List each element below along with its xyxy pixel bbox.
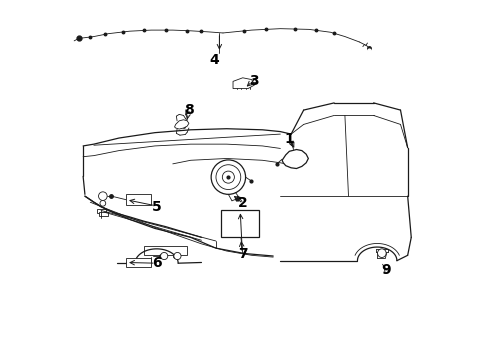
Polygon shape: [282, 149, 308, 168]
Text: 3: 3: [248, 75, 258, 89]
Circle shape: [222, 171, 234, 183]
Circle shape: [377, 249, 386, 257]
Text: 6: 6: [151, 256, 161, 270]
Bar: [126, 258, 151, 267]
Text: 5: 5: [151, 200, 161, 214]
Circle shape: [99, 192, 107, 201]
Circle shape: [100, 201, 105, 206]
Text: 1: 1: [284, 132, 294, 146]
Polygon shape: [174, 120, 188, 129]
Circle shape: [174, 252, 181, 260]
Text: 9: 9: [381, 264, 390, 277]
Bar: [221, 211, 258, 237]
Text: 8: 8: [183, 103, 193, 117]
Text: 2: 2: [237, 196, 247, 210]
Bar: [97, 210, 106, 213]
Circle shape: [160, 252, 167, 260]
Text: 4: 4: [209, 53, 219, 67]
Bar: [126, 194, 151, 205]
Bar: [144, 246, 187, 255]
Bar: [99, 212, 108, 216]
Text: 7: 7: [237, 247, 247, 261]
Polygon shape: [233, 78, 254, 89]
